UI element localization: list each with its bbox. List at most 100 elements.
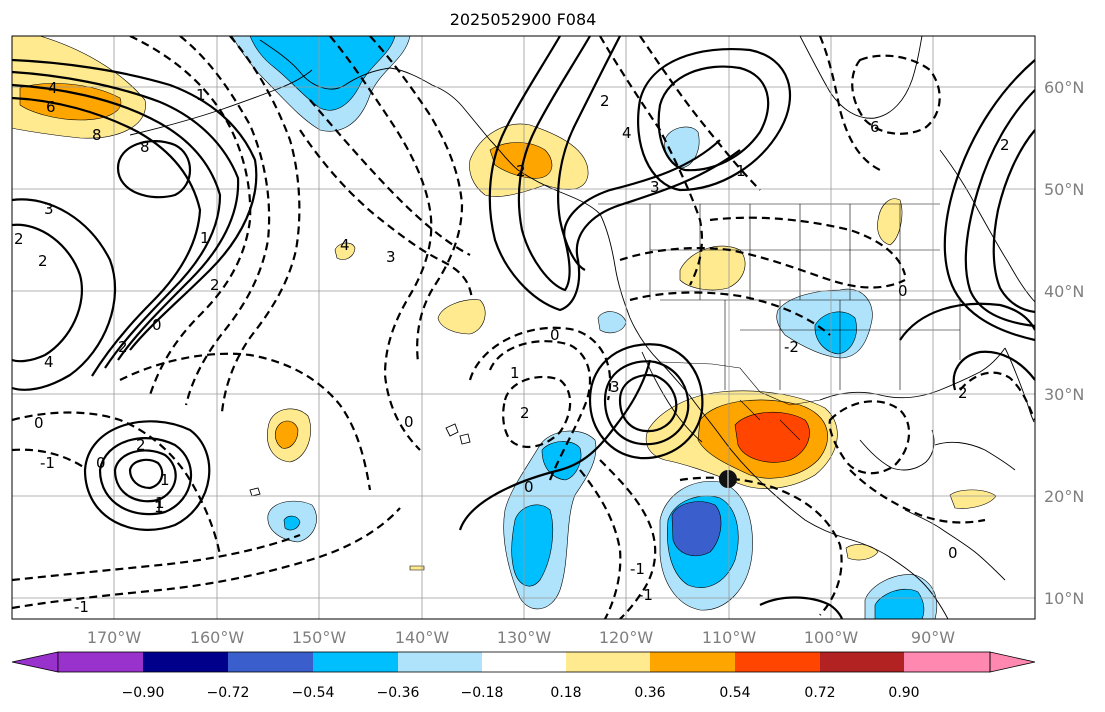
contour-solid-south-carib	[759, 596, 844, 619]
contour-dash-gulf1	[828, 400, 911, 475]
coast-east	[939, 149, 1035, 303]
contour-label: 0	[524, 478, 534, 496]
contour-solid-loop-nw	[116, 140, 191, 199]
contour-labels: 4 6 8 8 3 2 2 2 0 1 2 4 0 -1 1 2 1 -1 0 …	[14, 79, 1010, 616]
contour-label: 3	[44, 200, 54, 218]
contour-label: 4	[622, 124, 632, 142]
lon-label: 110°W	[702, 628, 757, 647]
shade-blue-eqpac2	[541, 441, 582, 481]
contour-dash-pac-west3	[12, 448, 86, 469]
island-hawaii	[445, 423, 459, 437]
contour-dash-canada2	[851, 54, 941, 135]
contour-label: 2	[14, 230, 24, 248]
contour-label: 2	[958, 384, 968, 402]
colorbar-segment	[398, 652, 482, 672]
latitude-labels: 60°N 50°N 40°N 30°N 20°N 10°N	[1044, 78, 1084, 608]
colorbar	[11, 651, 1036, 673]
map-title: 2025052900 F084	[450, 10, 597, 29]
contour-dash-eqpac1	[488, 340, 592, 481]
contour-label: 4	[44, 353, 54, 371]
coast-central-am	[904, 509, 1006, 581]
contour-label: 0	[898, 282, 908, 300]
contour-label: 2	[118, 338, 128, 356]
contour-solid-hawaii-low2	[113, 449, 177, 503]
lat-label: 10°N	[1044, 589, 1084, 608]
colorbar-tick-label: 0.72	[804, 685, 835, 701]
contour-dash-se	[959, 371, 1035, 421]
colorbar-tick-label: 0.18	[550, 685, 581, 701]
lon-label: 90°W	[911, 628, 955, 647]
contour-label: 4	[340, 236, 350, 254]
coast-westcoast	[599, 213, 949, 619]
contour-solid-east3	[992, 129, 1035, 314]
contour-label: -2	[784, 338, 799, 356]
border-us-mexico	[659, 361, 821, 406]
contour-dash-plains2	[629, 291, 831, 336]
contour-dash-ak2	[179, 36, 271, 406]
lat-label: 50°N	[1044, 180, 1084, 199]
colorbar-tick-label: −0.90	[122, 685, 165, 701]
state-lines-3	[724, 300, 961, 390]
shade-orange-bc	[489, 142, 553, 179]
contour-dash-gulfak2	[369, 36, 464, 363]
contour-label: 2	[38, 252, 48, 270]
contour-label: 1	[154, 498, 164, 516]
contour-dash-mex1	[599, 459, 657, 619]
contour-label: 3	[610, 378, 620, 396]
contour-label: 0	[34, 414, 44, 432]
colorbar-extend-min	[11, 651, 59, 673]
contour-dash-eqpac3	[502, 375, 572, 449]
contour-label: 0	[550, 326, 560, 344]
contour-dash-rockies1	[599, 36, 704, 286]
coast-aleutians	[129, 69, 313, 136]
contour-dash-gulf2	[849, 469, 986, 524]
contour-label: 2	[600, 92, 610, 110]
contour-label: 6	[870, 118, 880, 136]
colorbar-tick-label: 0.90	[888, 685, 919, 701]
colorbar-extend-max	[989, 651, 1036, 673]
colorbar-segment	[904, 652, 990, 672]
contour-label: 8	[140, 138, 150, 156]
contour-label: 1	[155, 494, 165, 512]
shade-blue-hawaii	[283, 515, 301, 531]
contour-solid-hawaii-low	[98, 437, 193, 516]
contour-label: 2	[1000, 136, 1010, 154]
colorbar-segment	[482, 652, 566, 672]
shade-orange-nw	[19, 83, 122, 121]
lat-label: 20°N	[1044, 487, 1084, 506]
contour-dash-pac-west2	[12, 411, 222, 556]
contour-label: 6	[46, 98, 56, 116]
contour-dash-gulfak	[329, 36, 433, 451]
contour-label: 0	[404, 413, 414, 431]
contour-solid-hawaii-low4	[83, 420, 211, 531]
shade-blue-ak	[249, 36, 396, 111]
map-frame	[11, 35, 1036, 620]
shade-yellow-car2	[845, 544, 879, 561]
contour-label: 2	[210, 276, 220, 294]
lon-label: 150°W	[292, 628, 347, 647]
contour-solid-baja-high2	[603, 360, 690, 446]
contour-dash-trough2	[309, 99, 471, 256]
contour-label: 1	[160, 471, 170, 489]
shade-blue-south	[814, 311, 857, 355]
contour-dash-south-pac2	[12, 533, 301, 582]
colorbar-ticks: −0.90 −0.72 −0.54 −0.36 −0.18 0.18 0.36 …	[122, 685, 920, 701]
contour-label: -1	[638, 586, 653, 604]
colorbar-segment	[566, 652, 650, 672]
contour-dash-trough1	[299, 129, 474, 301]
lat-label: 30°N	[1044, 385, 1084, 404]
contour-dash-plains1	[619, 246, 906, 289]
island-hawaii2	[459, 433, 471, 445]
shade-darkblue-off-mex	[671, 501, 722, 556]
contour-solid-baja-high3	[618, 374, 678, 433]
contour-solid-east2	[964, 89, 1035, 328]
colorbar-tick-label: −0.18	[461, 685, 504, 701]
lon-label: 140°W	[395, 628, 450, 647]
lon-label: 130°W	[497, 628, 552, 647]
coast-baja	[641, 351, 703, 443]
contour-label: 2	[516, 162, 526, 180]
colorbar-tick-label: 0.54	[719, 685, 750, 701]
shade-yellow-pac2	[334, 242, 356, 260]
contour-dash-eqpac2	[468, 326, 612, 401]
contour-label: -1	[630, 560, 645, 578]
